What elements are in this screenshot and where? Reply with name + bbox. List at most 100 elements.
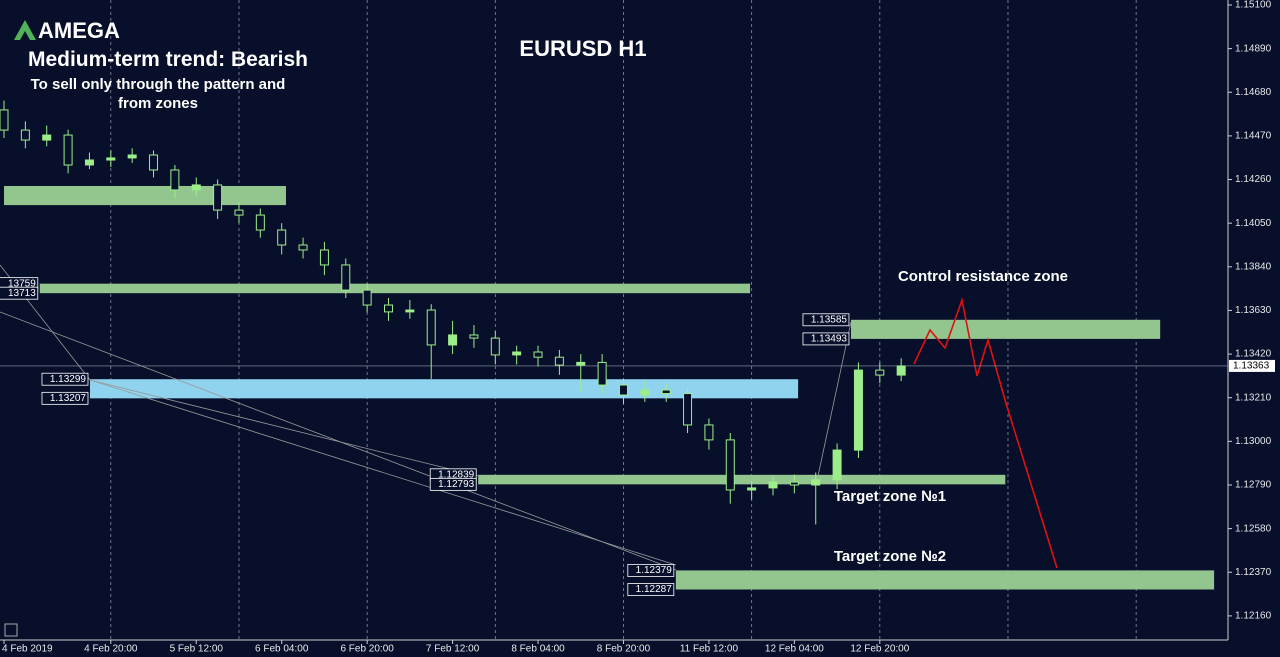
candle-body bbox=[875, 369, 885, 376]
candle-body bbox=[661, 389, 671, 395]
zone bbox=[4, 185, 286, 206]
x-tick-label: 6 Feb 04:00 bbox=[255, 644, 309, 655]
candle-body bbox=[234, 209, 244, 216]
zone bbox=[675, 570, 1215, 590]
trend-line bbox=[89, 379, 677, 566]
candle-body bbox=[42, 134, 52, 141]
projection-path bbox=[913, 296, 1058, 569]
candle-body bbox=[298, 244, 308, 251]
candle-body bbox=[213, 184, 223, 211]
zone-label: 1.12793 bbox=[438, 479, 475, 490]
x-tick-label: 4 Feb 20:00 bbox=[84, 644, 138, 655]
y-tick-label: 1.12160 bbox=[1235, 611, 1272, 622]
zone-label-box bbox=[429, 477, 477, 491]
zone-label-box bbox=[627, 583, 675, 596]
zone-label: 1.12839 bbox=[438, 469, 475, 480]
candle-body bbox=[191, 184, 201, 191]
y-tick-label: 1.12370 bbox=[1235, 567, 1272, 578]
x-tick-label: 4 Feb 2019 bbox=[2, 644, 53, 655]
candle-body bbox=[384, 304, 394, 313]
x-tick-label: 8 Feb 20:00 bbox=[597, 644, 651, 655]
candle-body bbox=[20, 129, 30, 141]
candle-body bbox=[640, 389, 650, 396]
y-tick-label: 1.14680 bbox=[1235, 87, 1272, 98]
candle-body bbox=[469, 334, 479, 339]
candle-body bbox=[832, 449, 842, 481]
annotation: Control resistance zone bbox=[898, 268, 1068, 285]
candle-body bbox=[896, 365, 906, 376]
y-tick-label: 1.12580 bbox=[1235, 523, 1272, 534]
zone-label-box bbox=[0, 286, 39, 300]
trend-line bbox=[89, 379, 479, 477]
zone-label-box bbox=[802, 313, 850, 327]
zone bbox=[478, 474, 1006, 485]
candle-body bbox=[725, 439, 735, 491]
zone-label: 1.12287 bbox=[636, 584, 673, 595]
candle-body bbox=[127, 154, 137, 159]
y-tick-label: 1.13630 bbox=[1235, 305, 1272, 316]
zone-label: 1.13207 bbox=[50, 393, 87, 404]
candle-body bbox=[554, 356, 564, 366]
y-tick-label: 1.13840 bbox=[1235, 261, 1272, 272]
x-tick-label: 8 Feb 04:00 bbox=[511, 644, 565, 655]
zone bbox=[39, 283, 751, 294]
x-tick-label: 12 Feb 20:00 bbox=[850, 644, 909, 655]
y-tick-label: 1.14890 bbox=[1235, 43, 1272, 54]
trend-line bbox=[817, 321, 852, 477]
y-tick-label: 1.14470 bbox=[1235, 131, 1272, 142]
zone-label: 1.13493 bbox=[811, 334, 848, 345]
candle-body bbox=[319, 249, 329, 266]
zone bbox=[850, 319, 1161, 339]
y-tick-label: 1.12790 bbox=[1235, 480, 1272, 491]
annotation: Target zone №1 bbox=[834, 488, 946, 505]
zone-label: 1.13585 bbox=[811, 314, 848, 325]
brand: AMEGA bbox=[38, 18, 120, 43]
candle-body bbox=[448, 334, 458, 346]
candle-body bbox=[149, 154, 159, 171]
candle-body bbox=[106, 157, 116, 161]
zone-label: 1.13299 bbox=[50, 374, 87, 385]
x-tick-label: 12 Feb 04:00 bbox=[765, 644, 824, 655]
help-box[interactable] bbox=[4, 623, 18, 637]
trend-lines bbox=[0, 264, 852, 571]
trend-text: Medium-term trend: Bearish bbox=[28, 48, 308, 71]
note-line: from zones bbox=[118, 95, 198, 112]
y-tick-label: 1.13000 bbox=[1235, 436, 1272, 447]
candle-body bbox=[853, 369, 863, 451]
candle-body bbox=[405, 309, 415, 313]
y-tick-label: 1.13420 bbox=[1235, 349, 1272, 360]
x-tick-label: 6 Feb 20:00 bbox=[340, 644, 394, 655]
candle-body bbox=[0, 109, 9, 131]
zone-label-box bbox=[41, 372, 89, 386]
candle-body bbox=[768, 481, 778, 489]
x-tick-label: 5 Feb 12:00 bbox=[170, 644, 224, 655]
candle-body bbox=[512, 351, 522, 356]
x-tick-label: 7 Feb 12:00 bbox=[426, 644, 480, 655]
current-price-box bbox=[1229, 359, 1275, 372]
zone-label-box bbox=[41, 391, 89, 405]
candle-body bbox=[747, 487, 757, 491]
candle-body bbox=[789, 481, 799, 486]
candle-body bbox=[704, 424, 714, 441]
candle-body bbox=[683, 393, 693, 426]
y-tick-label: 1.13210 bbox=[1235, 392, 1272, 403]
candle-body bbox=[277, 229, 287, 246]
zone-label: 13759 bbox=[8, 278, 36, 289]
y-tick-label: 1.14260 bbox=[1235, 174, 1272, 185]
annotation: Target zone №2 bbox=[834, 548, 946, 565]
y-tick-label: 1.15100 bbox=[1235, 0, 1272, 11]
candle-body bbox=[426, 309, 436, 346]
zone-label: 13713 bbox=[8, 288, 36, 299]
logo: AMEGA bbox=[14, 18, 120, 43]
candle-body bbox=[490, 337, 500, 356]
zone-label: 1.12379 bbox=[636, 565, 673, 576]
x-tick-label: 11 Feb 12:00 bbox=[680, 644, 739, 655]
note-line: To sell only through the pattern and bbox=[31, 76, 286, 93]
candle-body bbox=[255, 214, 265, 231]
logo-icon bbox=[14, 20, 36, 40]
candle-body bbox=[576, 361, 586, 366]
current-price-label: 1.13363 bbox=[1233, 361, 1270, 372]
candle-body bbox=[341, 264, 351, 291]
candle-body bbox=[63, 134, 73, 166]
